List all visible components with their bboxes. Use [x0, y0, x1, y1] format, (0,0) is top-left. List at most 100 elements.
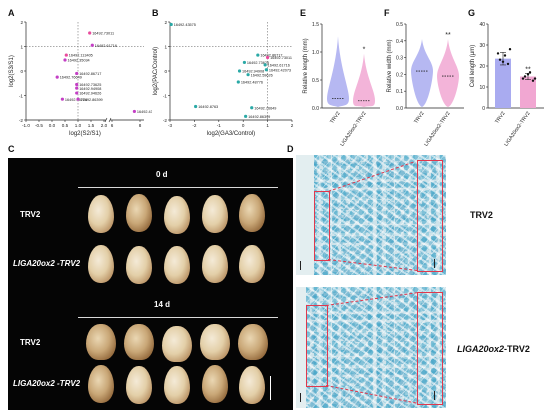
y-tick-label: 2 [164, 20, 167, 25]
seed-image [202, 245, 228, 283]
y-tick-label: 20 [479, 64, 485, 70]
y-tick-label: 0.3 [396, 56, 403, 62]
seed-image [126, 246, 152, 284]
y-tick-label: 40 [479, 22, 485, 28]
significance-marker: * [363, 47, 366, 54]
x-tick-label: 1 [266, 123, 269, 128]
data-point [244, 114, 248, 118]
x-tick-label: TRV2 [494, 111, 507, 125]
violin-shape [353, 53, 375, 107]
data-point [526, 73, 530, 76]
seed-image [88, 245, 114, 283]
data-point [75, 82, 79, 87]
seed-image [88, 365, 114, 403]
data-point-label: 16492.48776 [241, 81, 263, 85]
seed-image [126, 194, 152, 232]
x-tick-label: 2.0 [101, 123, 108, 128]
scale-bar [300, 261, 301, 270]
data-point [246, 73, 250, 77]
y-tick-label: 1.5 [312, 22, 319, 28]
scatter-chart-a: -2 -1 0 1 2 -1.0 -0.5 0.0 0.5 1.0 1.5 2.0 6 8 log2(S2/… [9, 20, 152, 137]
data-point [169, 22, 173, 27]
micrograph-label-trv2: TRV2 [470, 210, 493, 220]
data-point [528, 71, 532, 74]
seed-image [86, 324, 116, 360]
x-tick-label: TRV2 [413, 111, 426, 125]
panel-letter-a: A [8, 8, 15, 18]
data-point [236, 80, 240, 84]
row-label-trv2: TRV2 [20, 338, 41, 347]
data-point-label: 16492.76649 [254, 106, 276, 110]
y-axis-label: Cell length (μm) [470, 45, 476, 87]
y-tick-label: 0.5 [396, 22, 403, 28]
x-axis-label: log2(GA3/Control) [207, 131, 255, 137]
data-point-label: 16492.113405 [69, 54, 93, 58]
zoom-region-box [314, 191, 330, 261]
y-tick-label: 2 [20, 20, 23, 25]
panel-letter-d: D [287, 144, 294, 154]
data-point [75, 86, 79, 90]
data-point-label: 16492.86399 [248, 115, 270, 119]
data-point-label: 16492.86399 [81, 98, 103, 102]
y-tick-label: 0.5 [312, 78, 319, 84]
data-point-label: 16492.94626 [79, 92, 101, 96]
seed-image [126, 366, 152, 404]
x-tick-label: 6 [111, 123, 114, 128]
y-tick-label: 30 [479, 43, 485, 49]
data-point-label: 16492.43575 [174, 23, 196, 27]
time-label-0d: 0 d [156, 170, 168, 179]
data-point [250, 106, 254, 110]
significance-marker: ** [445, 32, 451, 39]
y-tick-label: 0.2 [396, 72, 403, 78]
violin-shape [411, 39, 433, 107]
data-point-label: 16492.61716 [95, 44, 117, 48]
row-label-trv2: TRV2 [20, 210, 41, 219]
y-axis-label: log2(PAC/Control) [153, 47, 159, 95]
bar [520, 76, 536, 108]
significance-marker: ** [525, 66, 531, 73]
y-tick-label: 10 [479, 85, 485, 91]
micrograph-trv2 [296, 155, 446, 275]
data-point-label: 16492.42073 [269, 68, 291, 72]
seed-image [164, 196, 190, 234]
x-tick-label: -1.0 [22, 123, 30, 128]
data-point-label: 16492.94908 [242, 70, 264, 74]
data-point [76, 97, 80, 101]
seed-image [162, 326, 192, 362]
panel-letter-g: G [468, 8, 476, 18]
violin-chart-f: 0.0 0.1 0.2 0.3 0.4 0.5 Relative width (mm) TRV… [387, 22, 464, 146]
scale-bar [270, 376, 271, 400]
y-tick-label: 0.0 [312, 106, 319, 112]
data-point-label: 16492.73625 [79, 83, 101, 87]
x-tick-label: 8 [139, 123, 142, 128]
data-point [63, 58, 67, 62]
axis-break-mark [108, 117, 112, 123]
seed-image [88, 195, 114, 233]
data-point-label: 16492.86717 [260, 54, 282, 58]
data-point [64, 53, 68, 57]
data-point-label: 16492.76649 [60, 76, 82, 80]
data-point [55, 75, 59, 79]
row-label-liga20ox2: LIGA20ox2 -TRV2 [13, 379, 81, 388]
data-point [496, 52, 500, 55]
x-tick-label: -0.5 [35, 123, 43, 128]
y-tick-label: 0.4 [396, 39, 403, 45]
data-point [523, 75, 527, 78]
bar-chart-g: 0 10 20 30 40 Cell length (μm) TRV2LIGA20ox2-T… [470, 22, 544, 146]
violin-shape [437, 39, 459, 107]
seed-photo-panel: 0 d TRV2 LIGA20ox2 -TRV2 14 d TRV2 LIGA2… [8, 158, 293, 410]
data-point [531, 79, 535, 82]
data-point [90, 43, 94, 47]
data-point [88, 31, 92, 35]
data-point [256, 53, 260, 57]
x-tick-label: 1.5 [88, 123, 95, 128]
seed-image [202, 195, 228, 233]
data-point-label: 16492.73625 [247, 61, 269, 65]
x-axis-label: log2(S2/S1) [69, 131, 101, 137]
axis-break-mark [104, 117, 108, 123]
axis-break-gap [106, 118, 110, 122]
data-point-label: 16492.86717 [79, 72, 101, 76]
data-point [498, 58, 502, 61]
panel-letter-c: C [8, 144, 15, 154]
